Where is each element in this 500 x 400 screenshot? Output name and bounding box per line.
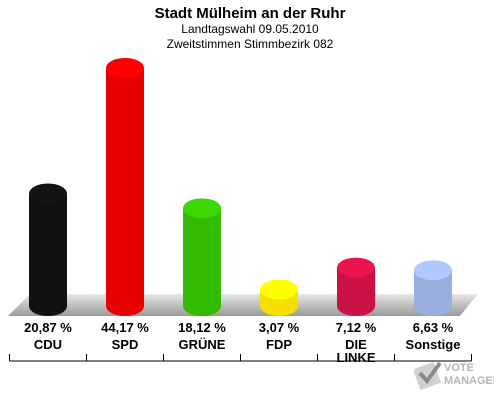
category-label: LINKE — [337, 350, 376, 365]
bar-gr-ne — [183, 198, 221, 316]
category-label: DIE — [345, 337, 367, 352]
vote-manager-logo-icon: VOTE MANAGER — [412, 361, 500, 391]
bar-body — [183, 208, 221, 316]
value-labels-group: 20,87 % 44,17 % 18,12 % 3,07 % 7,12 % 6,63 % — [24, 320, 454, 335]
category-label: Sonstige — [406, 337, 461, 352]
bar-top — [337, 257, 375, 278]
bar-fdp — [260, 279, 298, 316]
svg-text:MANAGER: MANAGER — [444, 375, 494, 387]
bar-top — [260, 279, 298, 300]
category-label: SPD — [112, 337, 139, 352]
category-label: CDU — [34, 337, 62, 352]
value-label: 44,17 % — [101, 320, 149, 335]
value-label: 7,12 % — [336, 320, 377, 335]
bar-top — [106, 58, 144, 78]
value-label: 6,63 % — [413, 320, 454, 335]
bar-sonstige — [414, 260, 452, 316]
bar-top — [29, 183, 67, 204]
value-label: 20,87 % — [24, 320, 72, 335]
chart-subtitle-district: Zweitstimmen Stimmbezirk 082 — [166, 37, 334, 51]
chart-floor — [8, 294, 478, 316]
category-label: FDP — [266, 337, 292, 352]
bar-top — [183, 198, 221, 219]
bar-die-linke — [337, 257, 375, 316]
bar-top — [414, 260, 452, 281]
chart-subtitle-election: Landtagswahl 09.05.2010 — [181, 22, 319, 36]
category-label: GRÜNE — [179, 337, 226, 352]
bar-body — [29, 193, 67, 316]
value-label: 3,07 % — [259, 320, 300, 335]
value-label: 18,12 % — [178, 320, 226, 335]
bar-spd — [106, 58, 144, 316]
bar-body — [337, 267, 375, 316]
chart-title: Stadt Mülheim an der Ruhr — [154, 5, 346, 22]
bar-body — [106, 68, 144, 316]
chart-header: Stadt Mülheim an der Ruhr Landtagswahl 0… — [0, 0, 500, 52]
vote-manager-logo: VOTE MANAGER — [412, 357, 500, 396]
bar-cdu — [29, 183, 67, 316]
bar-body — [414, 270, 452, 316]
bars-group — [29, 58, 452, 316]
svg-text:VOTE: VOTE — [444, 362, 474, 374]
